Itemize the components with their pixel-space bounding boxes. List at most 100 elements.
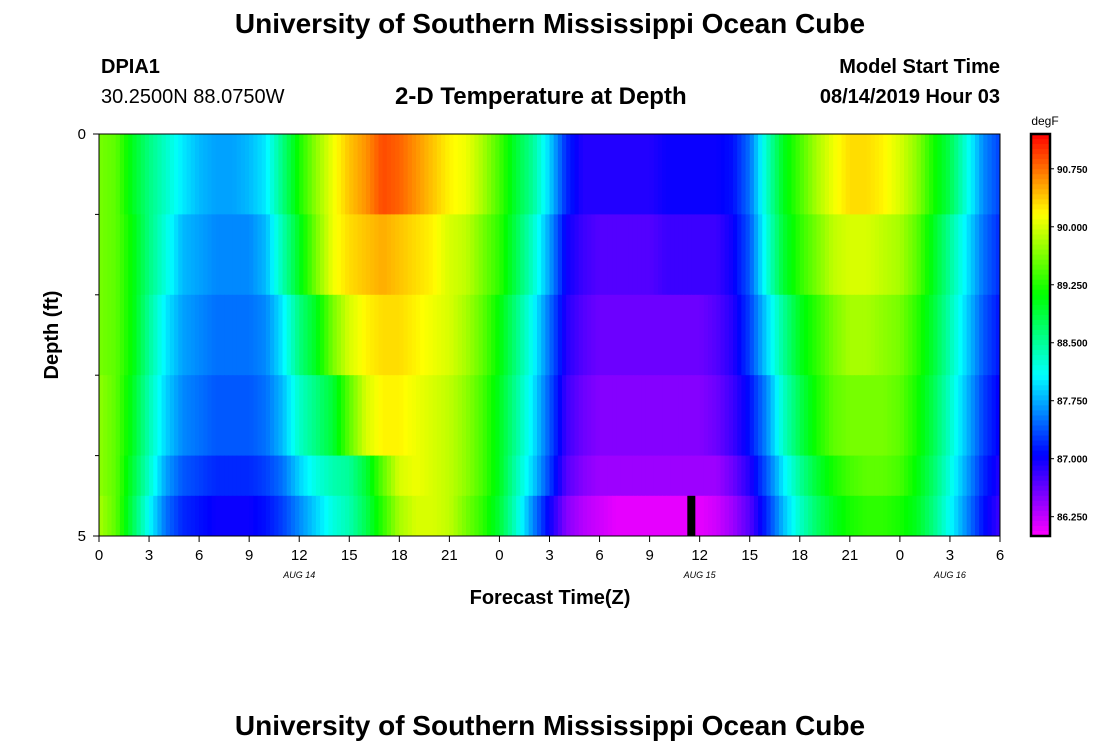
heatmap-cell <box>770 214 776 296</box>
heatmap-cell <box>503 214 509 296</box>
heatmap-cell <box>215 495 221 536</box>
heatmap-cell <box>303 214 309 296</box>
heatmap-cell <box>954 495 959 536</box>
colorbar-segment <box>1031 520 1050 527</box>
heatmap-cell <box>670 214 676 296</box>
colorbar-segment <box>1031 274 1050 281</box>
heatmap-cell <box>966 294 972 376</box>
heatmap-cell <box>908 495 913 536</box>
colorbar-segment <box>1031 149 1050 155</box>
station-id: DPIA1 <box>101 56 160 78</box>
heatmap-cell <box>466 375 471 456</box>
heatmap-cell <box>219 214 225 296</box>
heatmap-cell <box>528 214 534 296</box>
colorbar-segment <box>1031 199 1050 205</box>
heatmap-cell <box>270 214 275 296</box>
heatmap-cell <box>395 214 400 296</box>
heatmap-cell <box>887 375 893 456</box>
heatmap-cell <box>607 134 613 215</box>
heatmap-cell <box>553 134 559 215</box>
heatmap-cell <box>591 134 596 215</box>
heatmap-cell <box>245 214 250 296</box>
heatmap-cell <box>941 214 947 296</box>
heatmap-cell <box>720 134 726 215</box>
heatmap-cell <box>245 375 250 456</box>
heatmap-cell <box>353 294 359 376</box>
heatmap-cell <box>749 495 755 536</box>
heatmap-cell <box>432 375 438 456</box>
heatmap-cell <box>616 495 622 536</box>
heatmap-cell <box>516 375 521 456</box>
heatmap-cell <box>203 375 209 456</box>
heatmap-cell <box>140 495 146 536</box>
heatmap-cell <box>336 294 342 376</box>
heatmap-cell <box>795 495 801 536</box>
heatmap-cell <box>499 495 505 536</box>
heatmap-cell <box>795 134 801 215</box>
heatmap-cell <box>916 214 922 296</box>
heatmap-cell <box>578 375 584 456</box>
heatmap-cell <box>365 495 371 536</box>
heatmap-cell <box>958 375 964 456</box>
heatmap-cell <box>678 214 684 296</box>
heatmap-cell <box>778 134 784 215</box>
heatmap-cell <box>962 294 968 376</box>
heatmap-cell <box>124 375 129 456</box>
heatmap-cell <box>311 294 317 376</box>
heatmap-cell <box>783 294 788 376</box>
heatmap-cell <box>891 134 897 215</box>
heatmap-cell <box>203 134 209 215</box>
heatmap-cell <box>124 294 129 376</box>
heatmap-cell <box>970 214 976 296</box>
heatmap-cell <box>891 214 897 296</box>
heatmap-cell <box>115 134 121 215</box>
heatmap-cell <box>703 375 709 456</box>
heatmap-cell <box>532 214 538 296</box>
heatmap-cell <box>282 294 288 376</box>
heatmap-cell <box>399 134 405 215</box>
heatmap-cell <box>678 294 684 376</box>
heatmap-cell <box>486 294 492 376</box>
heatmap-cell <box>870 495 876 536</box>
heatmap-cell <box>787 214 793 296</box>
heatmap-cell <box>578 214 584 296</box>
heatmap-cell <box>157 495 163 536</box>
heatmap-cell <box>691 214 697 296</box>
heatmap-cell <box>390 134 396 215</box>
heatmap-cell <box>891 495 897 536</box>
heatmap-cell <box>553 294 559 376</box>
heatmap-cell <box>849 134 855 215</box>
heatmap-cell <box>549 495 555 536</box>
heatmap-cell <box>299 134 304 215</box>
heatmap-cell <box>612 375 617 456</box>
heatmap-cell <box>536 214 542 296</box>
heatmap-cell <box>503 294 509 376</box>
heatmap-cell <box>340 495 346 536</box>
heatmap-cell <box>774 214 780 296</box>
heatmap-cell <box>582 294 588 376</box>
heatmap-cell <box>716 134 722 215</box>
heatmap-cell <box>833 495 838 536</box>
heatmap-cell <box>837 134 843 215</box>
heatmap-cell <box>833 294 838 376</box>
heatmap-cell <box>574 495 580 536</box>
heatmap-cell <box>107 495 113 536</box>
heatmap-cell <box>866 134 872 215</box>
heatmap-cell <box>557 134 563 215</box>
station-coordinates: 30.2500N 88.0750W <box>101 86 285 108</box>
heatmap-cell <box>532 134 538 215</box>
heatmap-cell <box>236 375 242 456</box>
heatmap-cell <box>474 294 480 376</box>
heatmap-cell <box>228 495 234 536</box>
heatmap-cell <box>641 375 647 456</box>
heatmap-cell <box>728 375 734 456</box>
heatmap-cell <box>983 375 989 456</box>
heatmap-cell <box>787 375 793 456</box>
heatmap-cell <box>224 375 229 456</box>
heatmap-cell <box>929 134 934 215</box>
heatmap-cell <box>641 294 647 376</box>
heatmap-cell <box>795 375 801 456</box>
heatmap-cell <box>995 294 1000 376</box>
heatmap-cell <box>174 214 179 296</box>
heatmap-cell <box>240 214 246 296</box>
